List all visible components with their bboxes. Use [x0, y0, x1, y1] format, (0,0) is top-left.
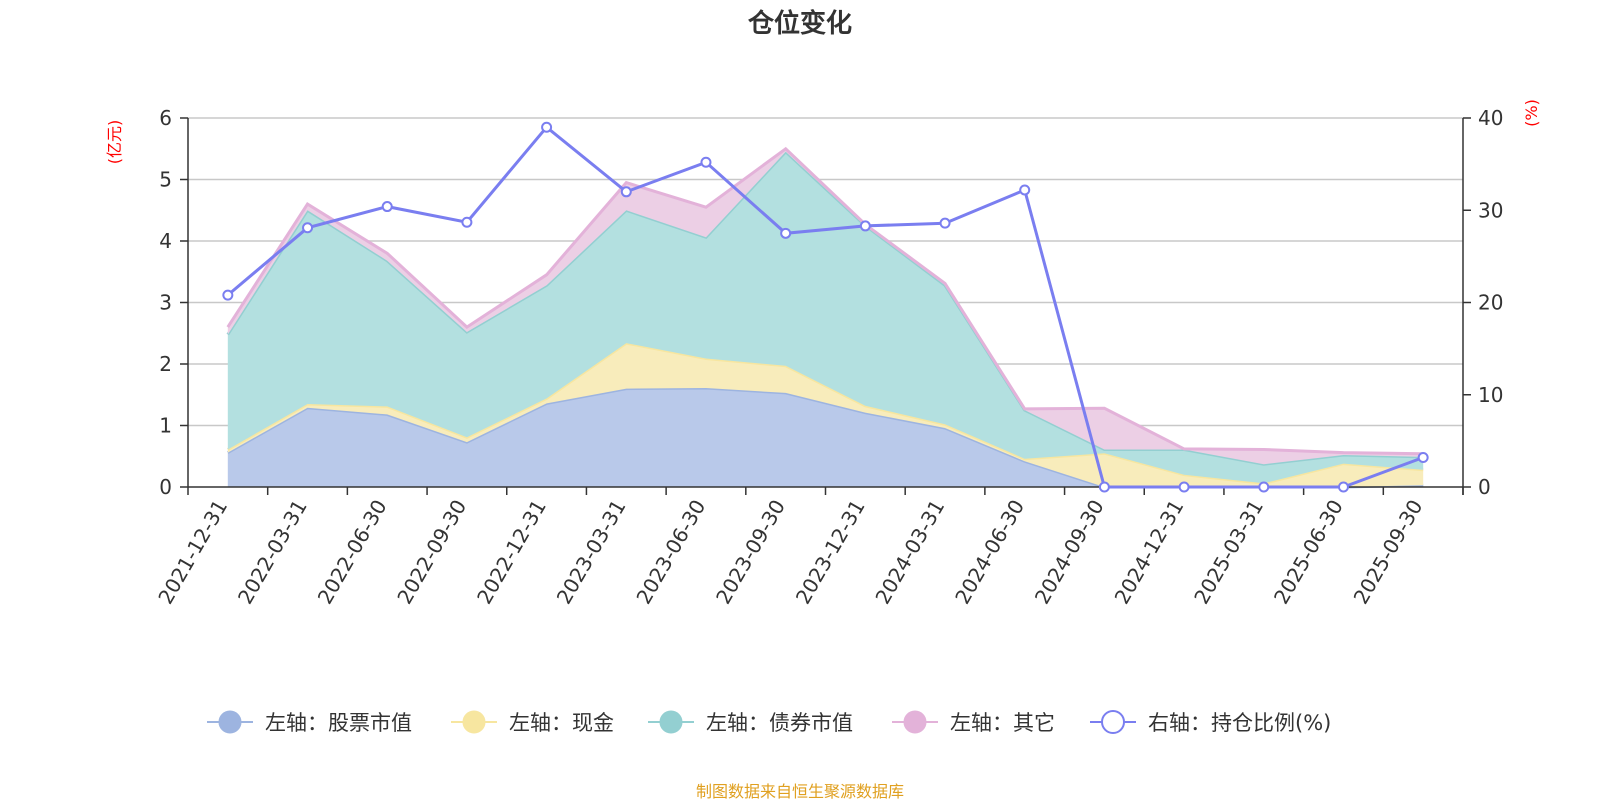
x-tick-label: 2024-06-30: [950, 496, 1029, 609]
ratio-point: [1019, 184, 1031, 196]
right-tick-label: 20: [1478, 291, 1503, 315]
legend-label-1: 左轴：股票市值: [265, 711, 412, 735]
ratio-point: [541, 121, 553, 133]
ratio-point: [1098, 481, 1110, 493]
right-axis-unit: (%): [1522, 99, 1541, 127]
area-edge-series-4: [226, 146, 1424, 456]
ratio-point: [859, 220, 871, 232]
x-tick-label: 2025-09-30: [1349, 496, 1428, 609]
ratio-point: [222, 289, 234, 301]
right-tick-label: 10: [1478, 383, 1503, 407]
legend-marker-5: [1101, 710, 1125, 734]
area-series-3: [227, 151, 1424, 484]
legend-label-3: 左轴：债券市值: [706, 711, 853, 735]
legend-marker-1: [218, 710, 242, 734]
left-axis-unit: (亿元): [105, 120, 124, 165]
left-tick-label: 3: [159, 291, 172, 315]
x-tick-label: 2023-09-30: [711, 496, 790, 609]
legend-label-5: 右轴：持仓比例(%): [1148, 711, 1331, 735]
x-tick-label: 2024-03-31: [870, 496, 949, 609]
ratio-point: [700, 156, 712, 168]
x-tick-label: 2023-12-31: [791, 496, 870, 609]
x-tick-label: 2022-09-30: [392, 496, 471, 609]
legend-marker-4: [903, 710, 927, 734]
left-tick-label: 4: [159, 229, 172, 253]
ratio-line-path: [226, 125, 1424, 489]
x-tick-label: 2022-06-30: [313, 496, 392, 609]
legend-marker-2: [462, 710, 486, 734]
x-tick-label: 2021-12-31: [153, 496, 232, 609]
ratio-point: [1417, 451, 1429, 463]
left-tick-label: 5: [159, 168, 172, 192]
ratio-point: [1258, 481, 1270, 493]
legend-label-4: 左轴：其它: [950, 711, 1055, 735]
ratio-point: [1178, 481, 1190, 493]
legend: 左轴：股票市值 左轴：现金 左轴：债券市值 左轴：其它 右轴：持仓比例(%): [207, 710, 1331, 735]
x-tick-label: 2022-03-31: [233, 496, 312, 609]
ratio-point: [939, 217, 951, 229]
x-tick-label: 2025-06-30: [1269, 496, 1348, 609]
area-series-1: [227, 388, 1424, 487]
data-source-note: 制图数据来自恒生聚源数据库: [696, 782, 904, 800]
ratio-point: [620, 186, 632, 198]
holding-ratio-line: [222, 121, 1429, 493]
x-tick-label: 2025-03-31: [1189, 496, 1268, 609]
right-tick-label: 40: [1478, 106, 1503, 130]
left-tick-label: 1: [159, 414, 172, 438]
legend-label-2: 左轴：现金: [509, 711, 614, 735]
x-tick-label: 2024-12-31: [1110, 496, 1189, 609]
x-tick-label: 2023-03-31: [552, 496, 631, 609]
right-tick-label: 30: [1478, 198, 1503, 222]
x-tick-label: 2023-06-30: [631, 496, 710, 609]
legend-marker-3: [659, 710, 683, 734]
left-tick-label: 2: [159, 352, 172, 376]
ratio-point: [302, 222, 314, 234]
x-tick-label: 2022-12-31: [472, 496, 551, 609]
ratio-point: [1337, 481, 1349, 493]
ratio-point: [461, 216, 473, 228]
x-tick-label: 2024-09-30: [1030, 496, 1109, 609]
ratio-point: [381, 201, 393, 213]
chart-title: 仓位变化: [747, 8, 852, 39]
left-tick-label: 6: [159, 106, 172, 130]
left-tick-label: 0: [159, 475, 172, 499]
right-tick-label: 0: [1478, 475, 1491, 499]
stacked-areas: [226, 146, 1424, 489]
ratio-point: [780, 227, 792, 239]
